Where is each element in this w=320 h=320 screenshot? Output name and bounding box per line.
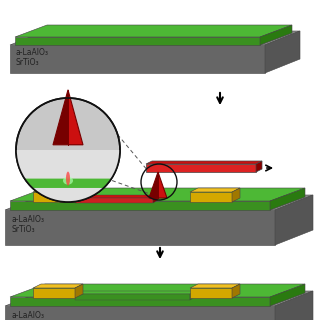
Polygon shape xyxy=(5,210,275,245)
Text: SrTiO₃: SrTiO₃ xyxy=(11,225,35,234)
Polygon shape xyxy=(75,188,83,202)
Polygon shape xyxy=(10,201,270,210)
Polygon shape xyxy=(265,31,300,73)
Polygon shape xyxy=(33,284,83,288)
Polygon shape xyxy=(146,161,262,164)
Polygon shape xyxy=(153,195,158,203)
Polygon shape xyxy=(75,294,190,300)
Polygon shape xyxy=(270,188,305,210)
Polygon shape xyxy=(5,195,313,210)
Polygon shape xyxy=(53,90,68,145)
Polygon shape xyxy=(190,188,240,192)
Polygon shape xyxy=(146,164,256,172)
Polygon shape xyxy=(275,291,313,320)
Polygon shape xyxy=(256,161,262,172)
Polygon shape xyxy=(5,291,313,306)
Polygon shape xyxy=(275,195,313,245)
Polygon shape xyxy=(10,31,300,45)
Text: a-LaAlO₃: a-LaAlO₃ xyxy=(16,48,49,57)
Polygon shape xyxy=(5,306,275,320)
Text: a-LaAlO₃: a-LaAlO₃ xyxy=(11,311,44,320)
Wedge shape xyxy=(16,150,120,202)
Polygon shape xyxy=(158,172,167,198)
Polygon shape xyxy=(190,288,232,298)
Circle shape xyxy=(16,98,120,202)
Polygon shape xyxy=(190,284,240,288)
Polygon shape xyxy=(10,297,270,306)
Polygon shape xyxy=(15,37,260,45)
Polygon shape xyxy=(33,288,75,298)
Polygon shape xyxy=(232,284,240,298)
Ellipse shape xyxy=(63,177,73,185)
Text: a-LaAlO₃: a-LaAlO₃ xyxy=(11,215,44,224)
Polygon shape xyxy=(75,198,153,203)
Polygon shape xyxy=(149,172,158,198)
Polygon shape xyxy=(33,188,83,192)
Ellipse shape xyxy=(66,172,70,186)
Polygon shape xyxy=(75,195,158,198)
Polygon shape xyxy=(190,291,195,300)
Polygon shape xyxy=(10,188,305,201)
Polygon shape xyxy=(10,45,265,73)
Polygon shape xyxy=(75,291,195,294)
Polygon shape xyxy=(75,284,83,298)
Polygon shape xyxy=(270,284,305,306)
Polygon shape xyxy=(10,284,305,297)
Polygon shape xyxy=(232,188,240,202)
Text: SrTiO₃: SrTiO₃ xyxy=(16,58,40,67)
Polygon shape xyxy=(15,25,292,37)
Polygon shape xyxy=(25,179,111,188)
Polygon shape xyxy=(33,192,75,202)
Polygon shape xyxy=(68,90,83,145)
Polygon shape xyxy=(190,192,232,202)
Polygon shape xyxy=(260,25,292,45)
